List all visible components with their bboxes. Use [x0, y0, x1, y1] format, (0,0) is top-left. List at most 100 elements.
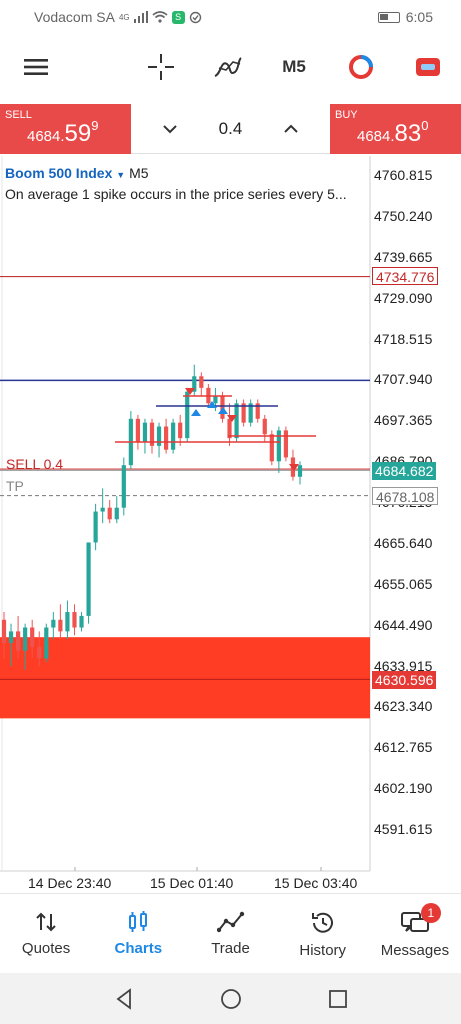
home-icon[interactable] [220, 988, 242, 1010]
buy-button[interactable]: BUY 4684.830 [330, 104, 461, 154]
candle-body [107, 507, 112, 520]
candle-body [37, 646, 42, 659]
nav-messages[interactable]: 1 Messages [369, 894, 461, 973]
timeframe-button[interactable]: M5 [282, 57, 306, 76]
candle-body [114, 507, 119, 520]
candle-body [192, 376, 197, 392]
candle-body [23, 627, 28, 651]
take-profit-price-tag: 4678.108 [372, 487, 439, 505]
price-axis-tick: 4655.065 [374, 575, 433, 592]
volume-value[interactable]: 0.4 [218, 119, 243, 138]
price-axis-tick: 4602.190 [374, 780, 433, 797]
candle-body [269, 434, 274, 462]
symbol-description: On average 1 spike occurs in the price s… [5, 186, 347, 202]
recents-icon[interactable] [328, 989, 348, 1009]
candle-body [44, 627, 49, 659]
status-bar: Vodacom SA 4G S 6:05 [0, 0, 461, 34]
time-axis-tick: 15 Dec 01:40 [150, 875, 234, 891]
nav-history-label: History [299, 942, 347, 959]
price-axis-tick: 4591.615 [374, 821, 433, 837]
buy-deal-arrow [191, 409, 201, 416]
signal-icon [133, 11, 148, 23]
chart-toolbar: M5 [0, 34, 461, 100]
system-navigation-bar [0, 973, 461, 1024]
nav-quotes-label: Quotes [21, 940, 71, 957]
crosshair-icon[interactable] [144, 48, 178, 86]
buy-price: 4684.830 [357, 118, 429, 147]
candle-body [135, 418, 141, 442]
price-axis-tick: 4750.240 [374, 207, 433, 224]
price-axis-tick: 4760.815 [374, 167, 433, 183]
price-axis-tick: 4612.765 [374, 739, 433, 756]
chart-canvas[interactable] [0, 156, 461, 893]
chart-symbol-title[interactable]: Boom 500 Index ▼ M5 [5, 165, 149, 181]
candle-body [30, 627, 35, 647]
time-axis-tick: 14 Dec 23:40 [28, 875, 112, 891]
candle-body [142, 422, 148, 442]
nav-history[interactable]: History [277, 894, 369, 973]
indicators-icon[interactable] [210, 48, 246, 86]
candle-body [199, 376, 204, 388]
sell-position-label: SELL 0.4 [6, 456, 64, 472]
nav-messages-label: Messages [380, 942, 450, 959]
new-order-icon[interactable] [414, 48, 442, 86]
battery-icon [377, 11, 400, 23]
price-axis-tick: 4739.665 [374, 248, 433, 265]
price-axis-tick: 4707.940 [374, 371, 433, 388]
candle-body [255, 403, 260, 419]
sell-deal-arrow [185, 388, 195, 395]
sell-deal-arrow [227, 415, 237, 422]
price-axis-tick: 4718.515 [374, 330, 433, 347]
candle-body [213, 395, 218, 404]
candle-body [51, 619, 56, 628]
messages-chat-icon [400, 912, 429, 932]
candle-body [171, 422, 176, 450]
clock: 6:05 [405, 9, 433, 25]
candle-body [149, 422, 155, 446]
quotes-arrows-icon [36, 912, 56, 932]
bottom-navigation: Quotes Charts Trade History 1 Messages [0, 893, 461, 973]
candle-body [58, 619, 63, 632]
candle-body [276, 430, 281, 462]
price-chart[interactable]: Boom 500 Index ▼ M5 On average 1 spike o… [0, 156, 461, 893]
carrier-name: Vodacom SA [34, 9, 115, 25]
candle-body [234, 403, 239, 439]
price-axis-tick: 4644.490 [374, 616, 433, 633]
candle-body [220, 395, 225, 419]
upper-line-price-tag: 4734.776 [372, 267, 439, 285]
hamburger-menu-icon[interactable] [20, 48, 52, 86]
nav-charts[interactable]: Charts [92, 894, 184, 973]
back-icon[interactable] [113, 987, 135, 1010]
volume-decrease-icon[interactable] [162, 123, 178, 135]
candle-body [72, 612, 77, 628]
candle-body [262, 418, 267, 435]
candle-body [86, 542, 91, 616]
price-axis-tick: 4729.090 [374, 289, 433, 306]
nav-trade-label: Trade [211, 940, 250, 957]
price-axis-tick: 4633.915 [374, 657, 433, 674]
candle-body [100, 507, 105, 512]
candle-body [185, 391, 190, 439]
candle-body [241, 403, 246, 423]
sell-deal-arrow [289, 464, 299, 471]
chart-type-icon[interactable] [346, 48, 376, 86]
sell-label: SELL [5, 109, 32, 121]
sell-price: 4684.599 [27, 118, 99, 147]
candle-body [93, 511, 98, 543]
candle-body [163, 426, 169, 450]
sell-button[interactable]: SELL 4684.599 [0, 104, 131, 154]
buy-deal-arrow [207, 401, 217, 408]
price-axis-tick: 4665.640 [374, 534, 433, 551]
candle-body [8, 631, 14, 643]
nav-quotes[interactable]: Quotes [0, 894, 92, 973]
nav-trade[interactable]: Trade [184, 894, 276, 973]
buy-deal-arrow [218, 407, 228, 414]
candle-body [121, 465, 126, 508]
volume-increase-icon[interactable] [283, 123, 299, 135]
candle-body [156, 426, 162, 446]
charts-candles-icon [129, 911, 148, 932]
carrier-info: Vodacom SA 4G S [34, 9, 202, 25]
sync-icon [189, 11, 201, 23]
candle-body [1, 619, 7, 643]
candle-body [15, 631, 21, 651]
